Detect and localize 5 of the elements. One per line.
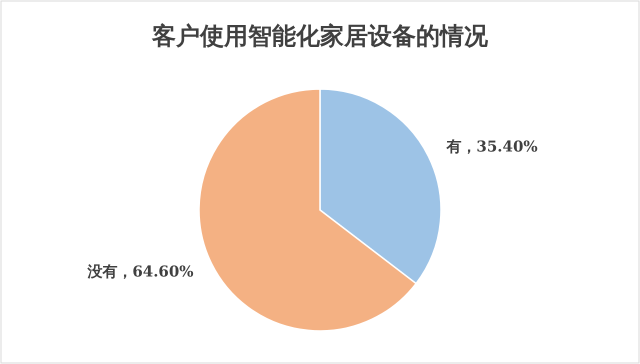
- data-label: ，64.60%: [117, 262, 194, 280]
- chart-title: 客户使用智能化家居设备的情况: [151, 21, 489, 50]
- data-label: ，35.40%: [461, 137, 538, 156]
- slice-label: 有: [445, 137, 462, 156]
- slice-label: 没有: [86, 262, 118, 280]
